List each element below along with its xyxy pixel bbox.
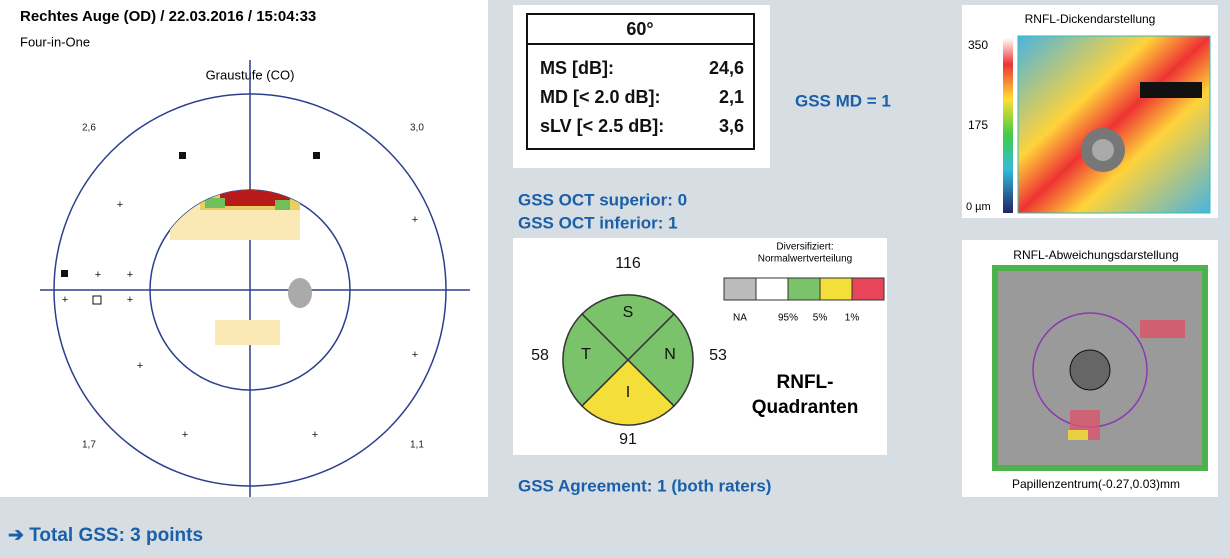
svg-text:+: + <box>117 199 123 211</box>
page: Rechtes Auge (OD) / 22.03.2016 / 15:04:3… <box>0 0 1230 558</box>
svg-text:+: + <box>62 294 68 306</box>
row-label: MS [dB]: <box>540 58 614 78</box>
gss-oct: GSS OCT inferior: 1 <box>518 213 678 232</box>
scale-label: 0 µm <box>966 201 991 213</box>
subtitle: Four-in-One <box>20 34 90 49</box>
quadrant-letter: T <box>581 346 591 363</box>
row-value: 3,6 <box>719 116 744 136</box>
quadrant-letter: S <box>623 304 634 321</box>
caption: RNFL- <box>777 372 834 393</box>
svg-text:+: + <box>95 269 101 281</box>
map-caption: Papillenzentrum(-0.27,0.03)mm <box>1012 477 1180 491</box>
quadrant-value: 53 <box>709 347 727 364</box>
row-label: MD [< 2.0 dB]: <box>540 87 661 107</box>
corner-value: 3,0 <box>410 123 424 134</box>
corner-value: 1,1 <box>410 440 424 451</box>
scale-label: 175 <box>968 118 988 132</box>
svg-text:+: + <box>312 429 318 441</box>
svg-text:+: + <box>127 269 133 281</box>
legend-label: 5% <box>813 313 828 324</box>
total: ➔ Total GSS: 3 points <box>8 525 203 546</box>
svg-text:+: + <box>182 429 188 441</box>
svg-text:+: + <box>412 349 418 361</box>
quadrant-letter: I <box>626 384 630 401</box>
row-value: 24,6 <box>709 58 744 78</box>
quadrant-value: 116 <box>615 255 641 272</box>
legend-title: Normalwertverteilung <box>758 254 852 265</box>
quadrant-value: 58 <box>531 347 549 364</box>
table-header: 60° <box>626 19 653 39</box>
caption: Quadranten <box>752 397 859 418</box>
quadrant-value: 91 <box>619 431 637 448</box>
map-title: RNFL-Dickendarstellung <box>1025 12 1156 26</box>
svg-text:+: + <box>137 360 143 372</box>
row-value: 2,1 <box>719 87 744 107</box>
svg-text:+: + <box>412 214 418 226</box>
corner-value: 2,6 <box>82 123 96 134</box>
color-bar <box>1003 38 1013 213</box>
thickness-map <box>1018 36 1210 213</box>
legend-label: 1% <box>845 313 860 324</box>
legend-title: Diversifiziert: <box>776 242 833 253</box>
legend-label: NA <box>733 313 747 324</box>
gss-oct: GSS OCT superior: 0 <box>518 190 687 209</box>
gss-agreement: GSS Agreement: 1 (both raters) <box>518 476 771 495</box>
scale-label: 350 <box>968 38 988 52</box>
map-title: RNFL-Abweichungsdarstellung <box>1013 248 1178 262</box>
svg-text:+: + <box>127 294 133 306</box>
legend-label: 95% <box>778 313 798 324</box>
row-label: sLV [< 2.5 dB]: <box>540 116 664 136</box>
gss-md: GSS MD = 1 <box>795 91 891 110</box>
legend <box>724 278 884 300</box>
quadrant-letter: N <box>664 346 676 363</box>
corner-value: 1,7 <box>82 440 96 451</box>
title: Rechtes Auge (OD) / 22.03.2016 / 15:04:3… <box>20 8 316 25</box>
